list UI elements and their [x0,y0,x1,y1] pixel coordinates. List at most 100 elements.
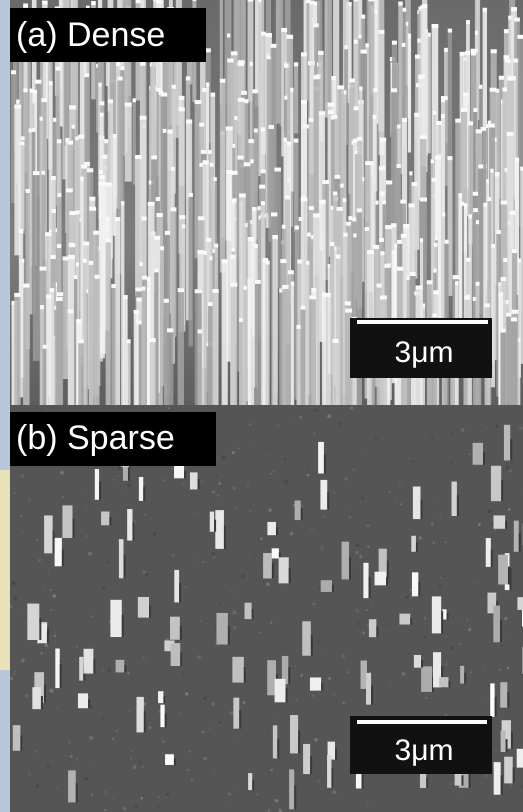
surface-grain [350,406,353,409]
pillar-shadow [44,685,46,704]
nanowire-tip [248,139,255,143]
nanowire-tip [313,75,319,79]
pillar [190,472,198,489]
nanowire-tip [67,141,73,145]
surface-grain [50,689,54,693]
surface-grain [402,672,406,676]
nanowire-tip [464,296,470,300]
nanowire-tip [254,128,258,132]
surface-grain [157,796,160,799]
pillar [361,661,367,689]
nanowire-tip [334,175,340,179]
surface-grain [116,730,118,732]
scale-bar [357,320,488,324]
surface-grain [62,469,64,471]
nanowire-tip [135,287,141,291]
nanowire-tip [100,113,104,117]
pillar [273,725,277,758]
pillar [412,572,418,596]
nanowire-tip [461,108,467,112]
surface-grain [520,487,522,489]
nanowire-tip [415,285,422,289]
surface-grain [213,557,215,559]
surface-grain [127,483,131,487]
nanowire-tip [379,166,385,170]
nanowire [170,207,176,336]
pillar-shadow [426,777,428,788]
surface-grain [312,602,315,605]
pillar [414,655,421,668]
pillar-shadow [369,577,371,598]
surface-grain [235,595,236,596]
surface-grain [445,663,448,666]
nanowire-tip [331,116,335,120]
pillar [303,744,310,774]
surface-grain [318,640,321,643]
surface-grain [328,677,331,680]
surface-grain [252,553,255,556]
nanowire-tip [354,40,358,44]
pillar-shadow [387,561,389,579]
pillar [174,570,179,602]
nanowire-tip [466,258,471,262]
nanowire-tip [511,7,517,11]
surface-grain [431,436,434,439]
pillar [491,466,501,501]
nanowire-tip [353,233,356,237]
surface-grain [432,541,435,544]
surface-grain [233,626,237,630]
surface-grain [197,655,201,659]
surface-grain [26,405,29,408]
nanowire-tip [206,238,211,242]
surface-grain [510,784,512,786]
nanowire-tip [230,255,235,259]
nanowire-tip [513,59,518,63]
nanowire-tip [285,64,288,68]
pillar-shadow [252,609,254,619]
surface-grain [178,712,182,716]
surface-grain [484,774,487,777]
nanowire-tip [69,211,75,215]
surface-grain [211,702,214,705]
surface-grain [322,650,324,652]
surface-grain [482,424,483,425]
surface-grain [89,736,93,740]
nanowire-tip [197,250,204,254]
nanowire-tip [208,150,212,154]
nanowire-tip [397,267,404,271]
surface-grain [76,646,78,648]
nanowire-tip [375,201,378,205]
nanowire-tip [483,8,487,12]
nanowire [160,246,164,386]
scale-label: 3μm [395,336,454,369]
surface-grain [487,428,488,429]
surface-grain [408,653,410,655]
surface-grain [375,438,377,440]
nanowire-tip [489,124,495,128]
pillar-shadow [165,714,167,727]
nanowire-tip [345,301,351,305]
pillar-shadow [272,563,274,578]
nanowire-tip [507,77,514,81]
surface-grain [232,451,235,454]
nanowire-tip [380,138,386,142]
surface-grain [519,426,523,430]
nanowire-tip [232,200,235,204]
surface-grain [232,610,236,614]
pillar [399,614,410,625]
nanowire-tip [501,277,507,281]
nanowire-tip [98,83,101,87]
surface-grain [164,479,166,481]
nanowire-tip [442,212,445,216]
surface-grain [367,545,370,548]
surface-grain [62,495,65,498]
surface-grain [142,766,144,768]
surface-grain [187,769,189,771]
surface-grain [107,668,111,672]
surface-grain [310,549,312,551]
surface-grain [107,763,109,765]
nanowire-tip [75,136,78,140]
nanowire-tip [49,81,53,85]
surface-grain [440,576,443,579]
surface-grain [353,468,355,470]
